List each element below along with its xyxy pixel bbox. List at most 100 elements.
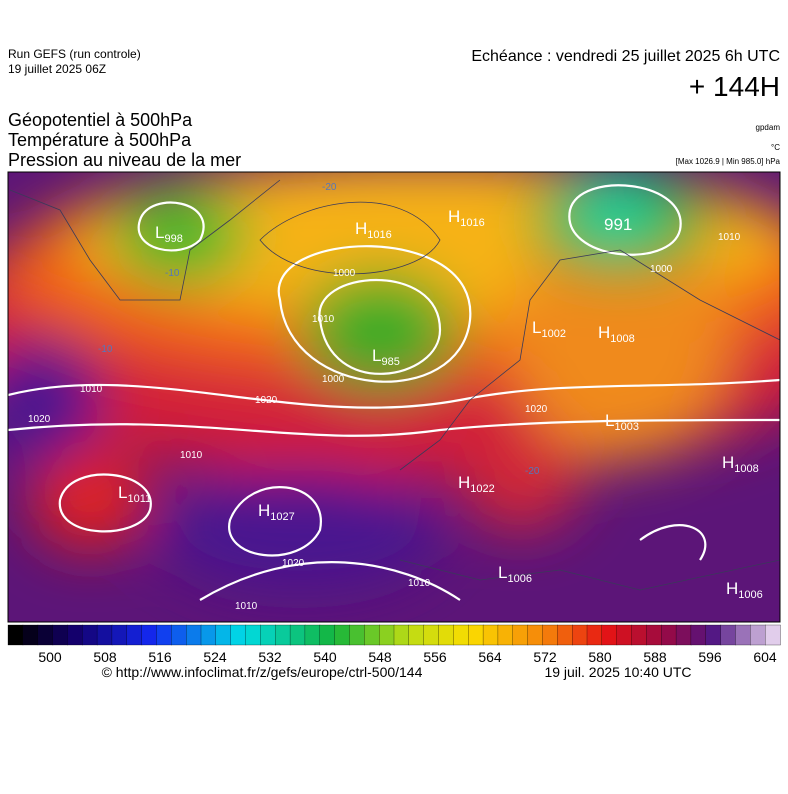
title: Géopotentiel à 500hPa	[8, 110, 193, 130]
colorbar-swatch	[542, 624, 558, 646]
colorbar-swatch	[646, 624, 662, 646]
contour-label: 1020	[28, 414, 51, 425]
pressure-system: L998	[155, 223, 183, 245]
colorbar-swatch	[616, 624, 633, 646]
system-letter: H	[448, 207, 460, 226]
unit: °C	[771, 143, 780, 152]
colorbar-tick-label: 508	[93, 649, 117, 665]
colorbar-swatch	[453, 624, 469, 646]
system-value: 998	[164, 233, 182, 245]
colorbar-swatch	[52, 624, 69, 646]
colorbar-swatch	[393, 624, 410, 646]
colorbar-tick-label: 556	[423, 649, 447, 665]
contour-label: 1000	[333, 268, 356, 279]
contour-label: 1020	[525, 404, 548, 415]
colorbar-swatch	[720, 624, 737, 646]
pressure-system: H1016	[448, 207, 485, 229]
colorbar-tick-label: 588	[643, 649, 667, 665]
pressure-system: L1002	[532, 318, 566, 340]
title: Pression au niveau de la mer	[8, 150, 241, 170]
echeance: Echéance : vendredi 25 juillet 2025 6h U…	[471, 48, 780, 65]
system-value: 1002	[541, 328, 565, 340]
contour-label: -10	[165, 268, 180, 279]
colorbar-swatch	[37, 624, 54, 646]
contour-label: 1010	[312, 314, 335, 325]
footer-time: 19 juil. 2025 10:40 UTC	[544, 664, 691, 680]
system-value: 1006	[507, 573, 531, 585]
system-value: 1011	[127, 493, 151, 505]
contour-label: -10	[98, 344, 113, 355]
colorbar-swatch	[67, 624, 83, 646]
system-letter: L	[498, 563, 507, 582]
system-letter: H	[722, 453, 734, 472]
colorbar-swatch	[319, 624, 336, 646]
colorbar-swatch	[289, 624, 306, 646]
colorbar-swatch	[156, 624, 172, 646]
colorbar-swatch	[171, 624, 187, 646]
colorbar-swatch	[200, 624, 217, 646]
system-letter: H	[355, 219, 367, 238]
unit: gpdam	[756, 123, 781, 132]
colorbar-swatch	[334, 624, 351, 646]
colorbar-swatch	[631, 624, 648, 646]
colorbar-swatch	[275, 624, 291, 646]
contour-label: 1010	[718, 232, 741, 243]
contour-label: -20	[322, 182, 337, 193]
pressure-system: H1008	[598, 323, 635, 345]
colorbar-swatch	[408, 624, 425, 646]
colorbar-swatch	[111, 624, 128, 646]
colorbar-swatch	[735, 624, 751, 646]
colorbar-swatch	[96, 624, 113, 646]
colorbar-swatch	[512, 624, 529, 646]
map-frame	[7, 171, 781, 623]
colorbar-swatch	[349, 624, 365, 646]
colorbar-swatch	[675, 624, 692, 646]
system-letter: H	[726, 579, 738, 598]
colorbar-swatch	[750, 624, 766, 646]
system-value: 1008	[610, 333, 634, 345]
system-value: 1016	[460, 217, 484, 229]
colorbar-tick-label: 572	[533, 649, 557, 665]
colorbar-tick-label: 580	[588, 649, 612, 665]
pressure-system: L1003	[605, 411, 639, 433]
contour-label: 1000	[322, 374, 345, 385]
contour-label: 1010	[235, 601, 258, 612]
colorbar-swatch	[601, 624, 618, 646]
pressure-system: L985	[372, 346, 400, 368]
colorbar-swatch	[482, 624, 499, 646]
system-value: 1003	[614, 421, 638, 433]
colorbar-swatch	[7, 624, 24, 646]
colorbar-tick-label: 564	[478, 649, 502, 665]
colorbar-swatch	[215, 624, 232, 646]
contour-label: 1010	[408, 578, 431, 589]
system-letter: L	[605, 411, 614, 430]
system-value: 1022	[470, 483, 494, 495]
contour-label: 1010	[80, 384, 103, 395]
colorbar-swatch	[230, 624, 247, 646]
run-label: Run GEFS (run controle)	[8, 47, 141, 61]
pressure-system: L1006	[498, 563, 532, 585]
colorbar-tick-label: 532	[258, 649, 282, 665]
colorbar-swatch	[468, 624, 484, 646]
system-value: 1006	[738, 589, 762, 601]
colorbar-swatch	[572, 624, 588, 646]
system-letter: H	[458, 473, 470, 492]
system-letter: H	[258, 501, 270, 520]
pressure-system: L1011	[118, 483, 151, 505]
colorbar-swatch	[527, 624, 544, 646]
contour-label: -20	[525, 466, 540, 477]
colorbar-swatch	[661, 624, 677, 646]
colorbar-swatch	[82, 624, 98, 646]
colorbar-swatch	[22, 624, 39, 646]
lead-time: + 144H	[689, 71, 780, 102]
system-value: 991	[604, 215, 632, 234]
colorbar-tick-label: 500	[38, 649, 62, 665]
system-value: 985	[381, 356, 399, 368]
contour-label: 1020	[255, 395, 278, 406]
title: Température à 500hPa	[8, 130, 192, 150]
pressure-system: H1008	[722, 453, 759, 475]
pressure-system: H1006	[726, 579, 763, 601]
pressure-system: H1022	[458, 473, 495, 495]
colorbar-swatch	[379, 624, 395, 646]
